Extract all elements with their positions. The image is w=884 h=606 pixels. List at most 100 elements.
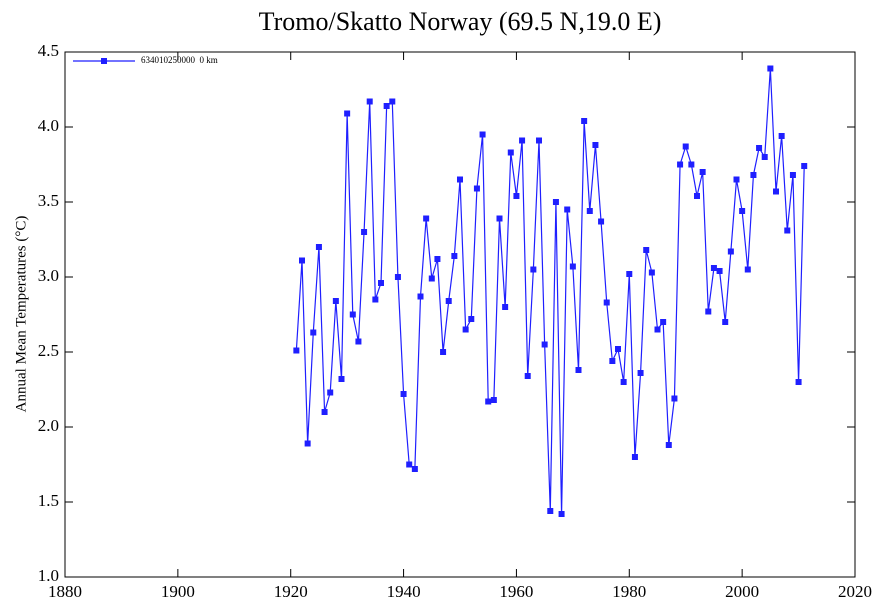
series-marker [547,508,554,514]
series-marker [558,511,565,517]
series-marker [750,172,757,178]
series-marker [524,373,531,379]
series-marker [660,319,667,325]
series-marker [485,398,492,405]
legend-marker [101,58,107,64]
series-marker [462,326,469,333]
series-marker [355,338,362,345]
x-tick-label: 2020 [838,582,872,601]
chart-title: Tromo/Skatto Norway (69.5 N,19.0 E) [259,7,662,36]
series-marker [789,172,796,178]
series-marker [626,271,633,277]
y-tick-label: 2.5 [38,341,59,360]
series-marker [304,440,311,447]
series-marker [733,176,740,183]
x-tick-label: 1980 [612,582,646,601]
series-marker [569,263,576,270]
series-marker [315,244,322,250]
series-marker [490,397,497,403]
series-marker [598,218,605,225]
series-marker [801,163,808,169]
series-marker [496,215,503,222]
series-marker [744,266,751,273]
legend-label: 634010250000 0 km [141,55,218,65]
series-marker [671,395,678,402]
series-marker [654,326,661,333]
series-marker [473,185,480,192]
series-marker [530,266,537,273]
y-tick-label: 4.0 [38,116,59,135]
series-marker [299,257,305,264]
series-marker [417,293,424,300]
series-marker [349,311,356,318]
series-marker [541,341,548,348]
y-tick-label: 3.5 [38,191,59,210]
x-tick-label: 1880 [48,582,82,601]
series-marker [699,169,706,175]
series-marker [310,329,317,336]
series-line [295,68,805,515]
series-marker [502,304,509,310]
series-marker [603,299,610,306]
series-marker [688,161,695,168]
series-marker [378,280,384,286]
series-marker [366,98,373,105]
series-marker [411,466,418,472]
series-marker [592,142,599,148]
series-marker [519,137,526,144]
y-tick-label: 4.5 [38,41,59,60]
series-marker [327,389,334,396]
series-marker [564,206,571,213]
x-tick-label: 1960 [499,582,533,601]
series-marker [440,349,447,355]
series-marker [784,227,791,234]
series-marker [682,143,689,150]
series-marker [423,215,430,222]
series-marker [383,103,390,109]
series-marker [575,367,582,373]
series-marker [344,110,351,117]
series-marker [773,188,779,195]
series-marker [586,208,593,214]
series-marker [372,296,379,303]
x-tick-label: 1900 [161,582,195,601]
series-marker [321,409,328,415]
series-marker [739,208,746,214]
series-marker [756,145,763,151]
x-tick-label: 2000 [725,582,759,601]
series-marker [451,253,458,259]
series-marker [394,274,401,280]
series-marker [637,370,644,376]
plot-frame [64,51,856,578]
series-marker [536,137,542,144]
series-marker [468,316,475,322]
series-marker [677,161,684,168]
series-marker [705,308,712,315]
series-marker [293,347,300,354]
series-marker [479,131,486,138]
x-tick-label: 1940 [387,582,421,601]
series-marker [434,256,441,262]
series-marker [400,391,407,397]
series-marker [727,248,734,255]
series-marker [338,376,345,382]
series-marker [406,461,413,468]
series-marker [428,275,435,282]
series-marker [631,454,638,460]
series-marker [795,379,802,385]
series-marker [648,269,655,276]
series-marker [767,65,774,72]
series-marker [716,268,723,274]
series-marker [552,199,559,205]
series-marker [761,154,768,160]
series-marker [457,176,463,183]
y-tick-label: 3.0 [38,266,59,285]
series-marker [710,265,717,271]
y-tick-label: 1.5 [38,491,59,510]
series-marker [778,133,785,139]
series-marker [665,442,672,448]
series-marker [581,118,588,124]
x-tick-label: 1920 [274,582,308,601]
y-axis-label: Annual Mean Temperatures (°C) [13,216,29,413]
